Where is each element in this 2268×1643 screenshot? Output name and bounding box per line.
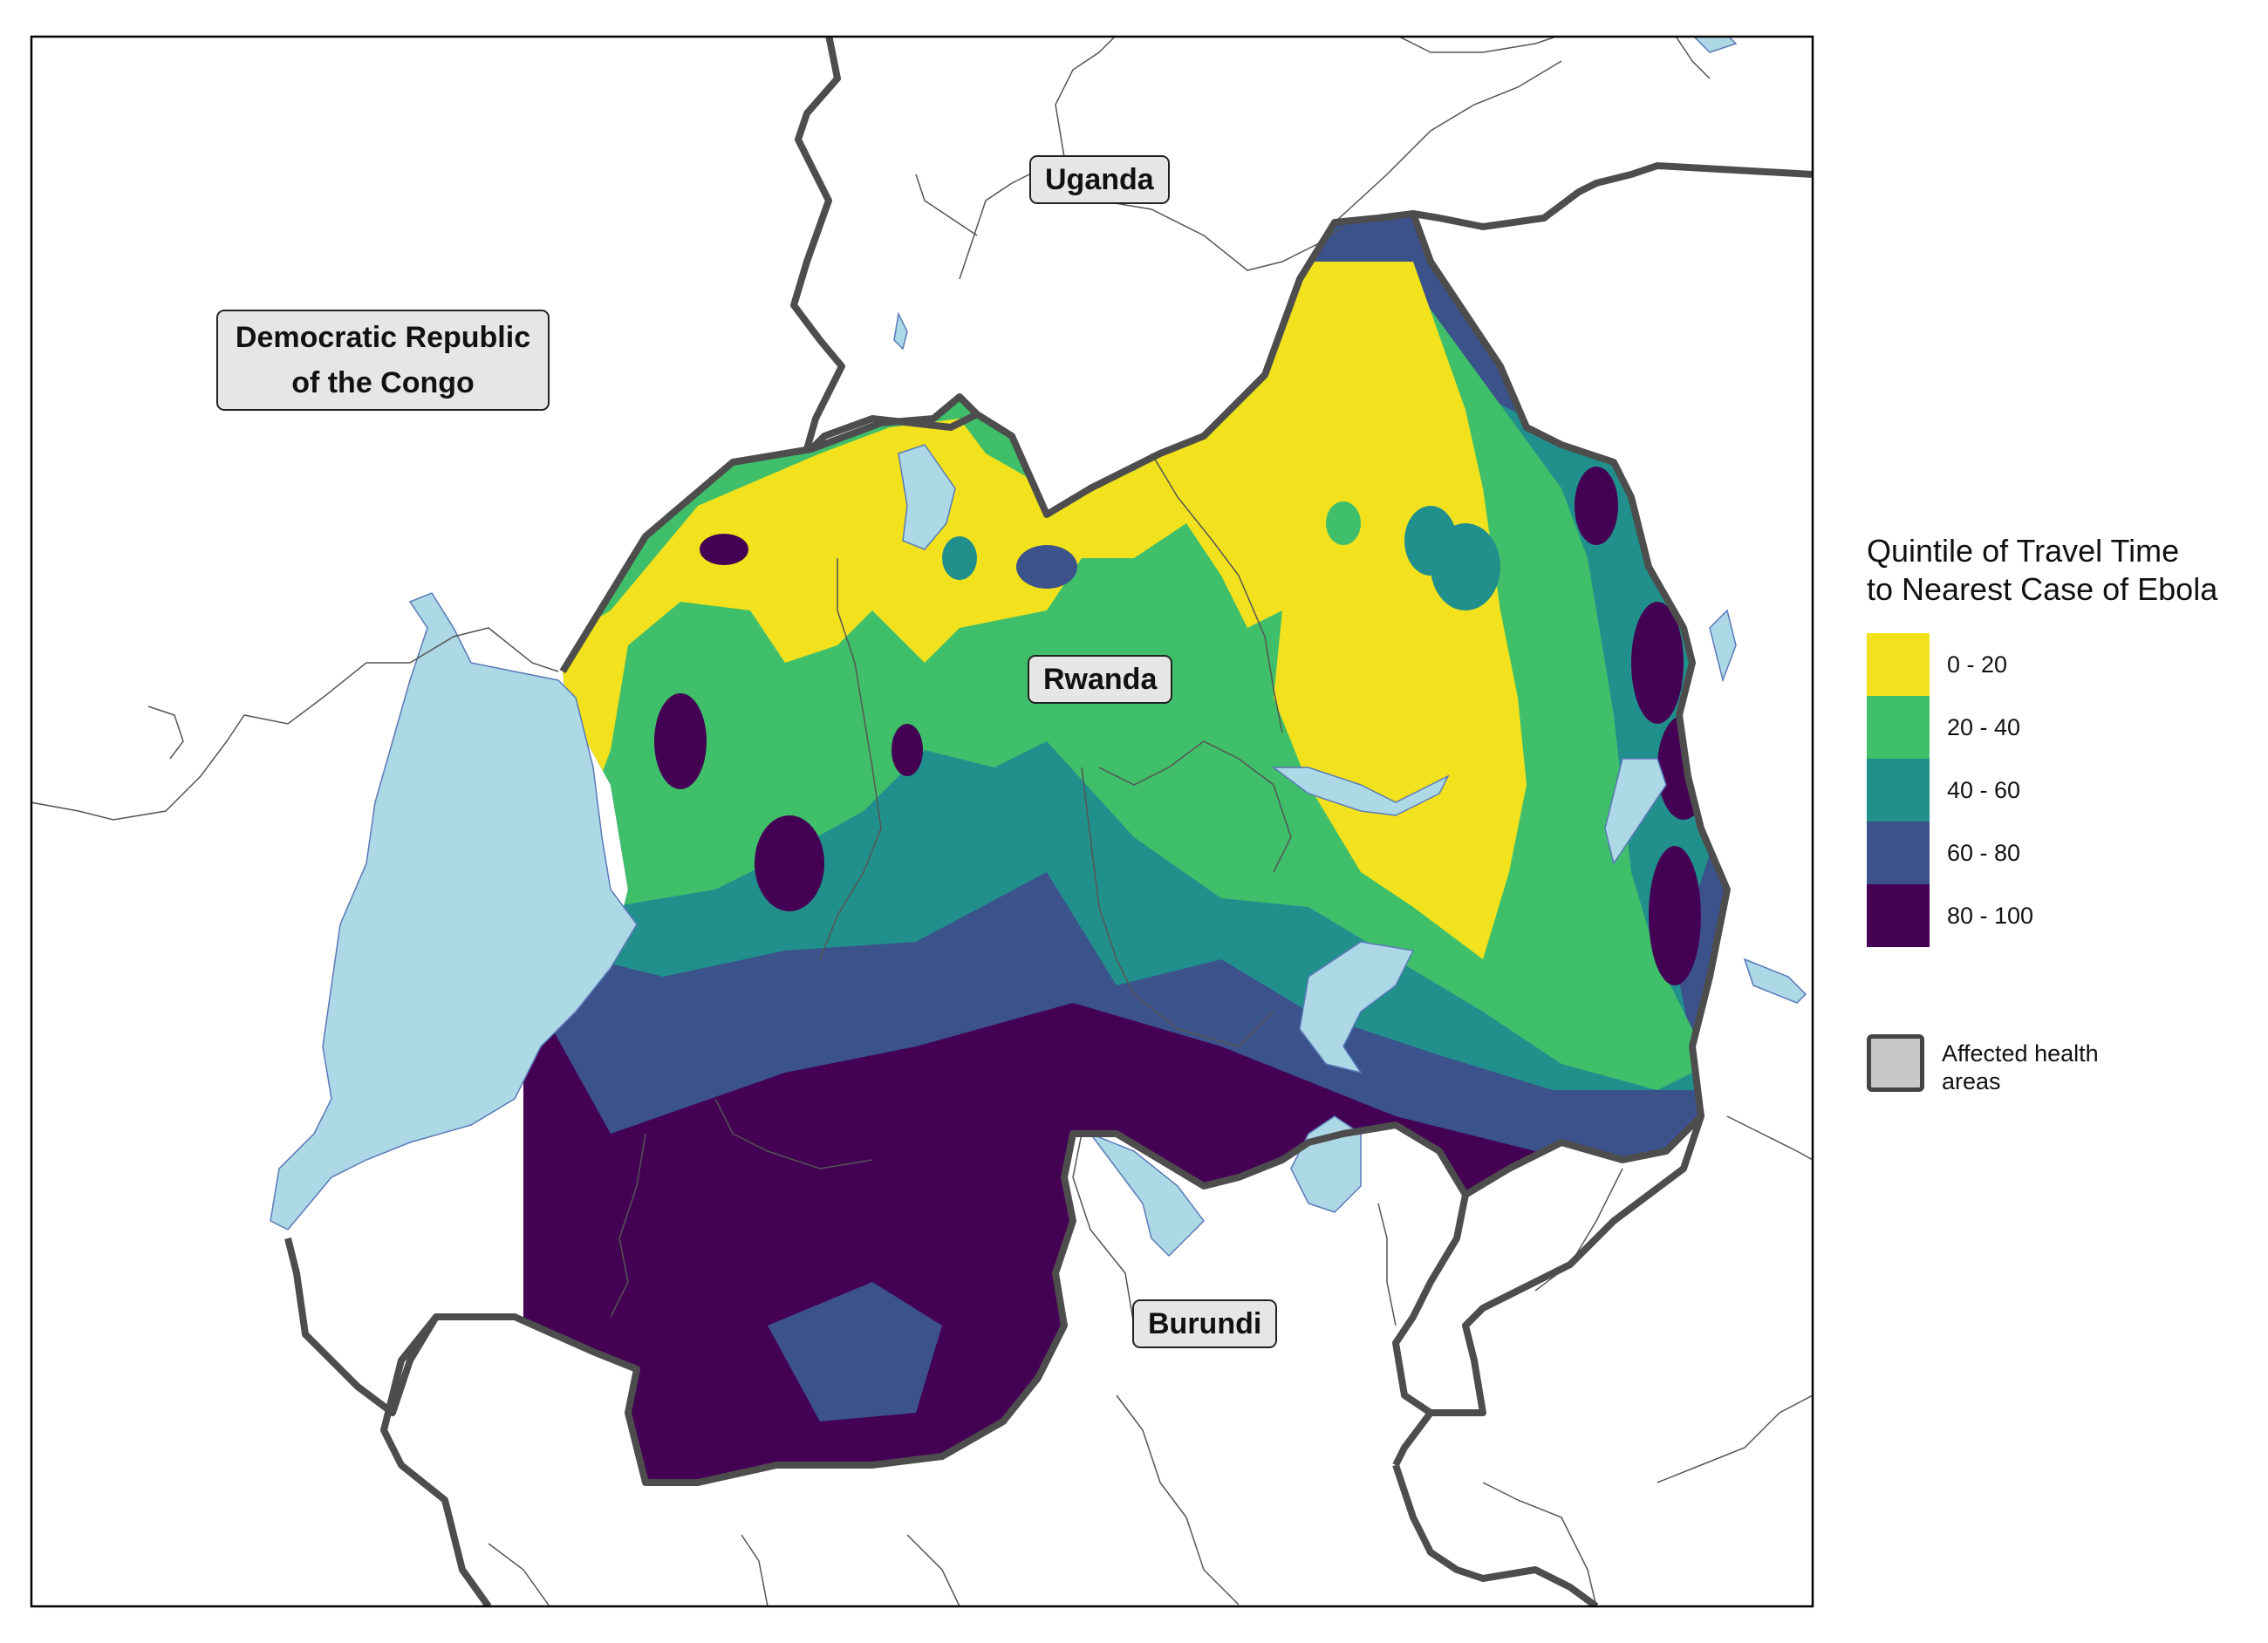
legend-title-line1: Quintile of Travel Time xyxy=(1867,533,2180,569)
drc-label-line1: Democratic Republic xyxy=(235,321,531,354)
lake-north xyxy=(893,311,908,351)
lake-muhazi xyxy=(1271,767,1450,816)
legend-item: 20 - 40 xyxy=(1867,696,2251,759)
admin-boundaries xyxy=(31,37,1813,1606)
country-label-uganda: Uganda xyxy=(1029,155,1170,204)
lake-burera xyxy=(898,444,956,550)
legend-items: 0 - 20 20 - 40 40 - 60 60 - 80 80 - 100 xyxy=(1867,633,2251,947)
legend-affected-health-areas: Affected health areas xyxy=(1867,1034,2151,1095)
legend-swatch xyxy=(1867,822,1930,884)
legend-title: Quintile of Travel Time to Nearest Case … xyxy=(1867,532,2251,609)
lake-ihema xyxy=(1604,758,1667,865)
affected-label: Affected health areas xyxy=(1942,1040,2099,1094)
drc-label-line2: of the Congo xyxy=(291,366,475,399)
national-borders xyxy=(284,37,1813,1606)
map-frame xyxy=(30,35,1814,1608)
legend-label: 60 - 80 xyxy=(1947,839,2021,866)
legend-swatch xyxy=(1867,633,1930,696)
legend-label: 20 - 40 xyxy=(1947,713,2021,740)
country-label-burundi: Burundi xyxy=(1132,1299,1278,1348)
legend: Quintile of Travel Time to Nearest Case … xyxy=(1867,532,2251,947)
legend-label: 40 - 60 xyxy=(1947,776,2021,803)
legend-label: 0 - 20 xyxy=(1947,651,2008,678)
legend-item: 60 - 80 xyxy=(1867,822,2251,884)
lake-rweru xyxy=(1088,1132,1205,1258)
legend-title-line2: to Nearest Case of Ebola xyxy=(1867,571,2218,607)
legend-item: 0 - 20 xyxy=(1867,633,2251,696)
affected-swatch xyxy=(1867,1034,1924,1092)
legend-swatch xyxy=(1867,884,1930,947)
lake-northeast xyxy=(1692,37,1738,53)
lakes xyxy=(270,37,1807,1258)
lake-mugesera xyxy=(1299,941,1415,1074)
lake-east xyxy=(1709,609,1737,683)
legend-swatch xyxy=(1867,759,1930,822)
legend-swatch xyxy=(1867,696,1930,759)
lake-kivu xyxy=(270,592,638,1231)
legend-item: 40 - 60 xyxy=(1867,759,2251,822)
lake-southeast xyxy=(1743,958,1807,1004)
country-label-rwanda: Rwanda xyxy=(1028,655,1173,704)
legend-label: 80 - 100 xyxy=(1947,902,2034,929)
country-label-drc: Democratic Republic of the Congo xyxy=(216,310,550,411)
legend-item: 80 - 100 xyxy=(1867,884,2251,947)
